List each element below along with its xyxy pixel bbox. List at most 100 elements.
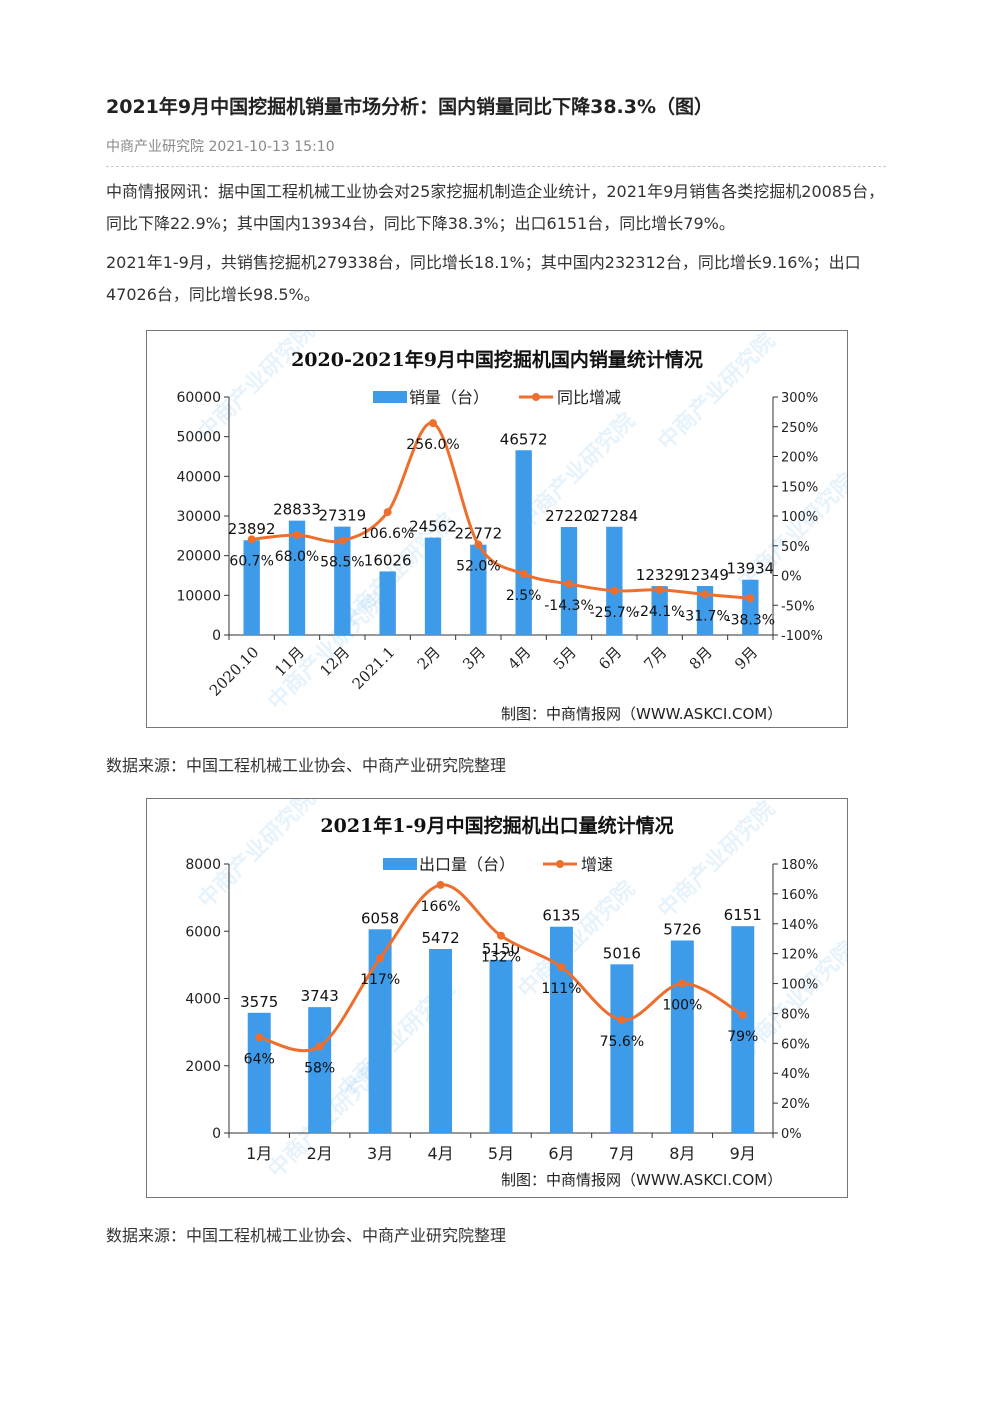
category-label: 7月 xyxy=(609,1144,635,1163)
bar-value-label: 3575 xyxy=(240,993,278,1011)
bar-value-label: 27220 xyxy=(545,507,593,525)
right-tick-label: 20% xyxy=(781,1097,810,1112)
bar xyxy=(424,537,442,635)
legend-bar-label: 销量（台） xyxy=(409,388,489,407)
line-value-label: 52.0% xyxy=(456,559,500,575)
line-value-label: 117% xyxy=(360,972,400,988)
export-chart-svg: 中商产业研究院中商产业研究院中商产业研究院中商产业研究院中商产业研究院中商产业研… xyxy=(185,799,847,1189)
line-point xyxy=(383,508,392,517)
right-tick-label: 100% xyxy=(781,510,818,525)
left-tick-label: 0 xyxy=(212,1126,221,1142)
right-tick-label: 180% xyxy=(781,858,818,873)
watermark-text: 中商产业研究院 xyxy=(263,588,390,715)
category-label: 7月 xyxy=(640,643,670,673)
legend-line-label: 增速 xyxy=(581,855,613,874)
bar xyxy=(606,526,623,635)
line-value-label: 132% xyxy=(481,950,521,966)
category-label: 2021.1 xyxy=(349,643,399,693)
paragraph-1: 中商情报网讯：据中国工程机械工业协会对25家挖掘机制造企业统计，2021年9月销… xyxy=(106,182,885,233)
left-tick-label: 20000 xyxy=(176,549,221,565)
category-label: 6月 xyxy=(548,1144,574,1163)
divider xyxy=(106,166,886,167)
right-tick-label: 120% xyxy=(781,948,818,963)
left-tick-label: 8000 xyxy=(185,857,221,873)
bar xyxy=(429,949,453,1133)
bar-value-label: 12349 xyxy=(681,566,729,584)
bar-value-label: 27284 xyxy=(590,507,638,525)
source-note-1: 数据来源：中国工程机械工业协会、中商产业研究院整理 xyxy=(106,756,507,775)
left-tick-label: 50000 xyxy=(176,430,221,446)
line-value-label: 79% xyxy=(727,1029,758,1045)
right-tick-label: 140% xyxy=(781,918,818,933)
line-value-label: -31.7% xyxy=(680,608,730,624)
chart-title: 2020-2021年9月中国挖掘机国内销量统计情况 xyxy=(291,348,703,371)
line-value-label: 60.7% xyxy=(229,553,273,569)
line-value-label: -25.7% xyxy=(590,605,640,621)
line-point xyxy=(255,1033,264,1042)
bar-value-label: 24562 xyxy=(409,518,457,536)
category-label: 1月 xyxy=(246,1144,272,1163)
bar-value-label: 6151 xyxy=(724,906,762,924)
source-note-2: 数据来源：中国工程机械工业协会、中商产业研究院整理 xyxy=(106,1226,507,1245)
bar-value-label: 6058 xyxy=(361,909,399,927)
bar-value-label: 3743 xyxy=(301,987,339,1005)
category-label: 4月 xyxy=(504,643,534,673)
line-value-label: -38.3% xyxy=(726,612,776,628)
bar-value-label: 22772 xyxy=(454,525,502,543)
line-point xyxy=(746,594,755,603)
bar xyxy=(670,940,694,1133)
line-value-label: 58.5% xyxy=(320,555,364,571)
left-tick-label: 10000 xyxy=(176,588,221,604)
category-label: 2月 xyxy=(414,643,444,673)
category-label: 5月 xyxy=(550,643,580,673)
right-tick-label: 0% xyxy=(781,1127,802,1142)
line-value-label: 106.6% xyxy=(361,526,414,542)
legend-bar-swatch xyxy=(373,391,407,403)
right-tick-label: 50% xyxy=(781,540,810,555)
bar xyxy=(742,579,759,635)
left-tick-label: 60000 xyxy=(176,390,221,406)
bar-value-label: 13934 xyxy=(726,560,774,578)
bar-value-label: 16026 xyxy=(364,551,412,569)
legend-line-marker xyxy=(532,393,540,401)
right-tick-label: 80% xyxy=(781,1007,810,1022)
bar xyxy=(515,450,532,635)
category-label: 9月 xyxy=(731,643,761,673)
bar-value-label: 6135 xyxy=(542,907,580,925)
right-tick-label: 60% xyxy=(781,1037,810,1052)
bar xyxy=(247,1012,271,1133)
right-tick-label: 250% xyxy=(781,421,818,436)
line-value-label: 100% xyxy=(662,998,702,1014)
line-point xyxy=(429,419,437,428)
legend-bar-swatch xyxy=(383,858,417,870)
left-tick-label: 6000 xyxy=(185,924,221,940)
export-chart: 中商产业研究院中商产业研究院中商产业研究院中商产业研究院中商产业研究院中商产业研… xyxy=(146,798,848,1198)
bar-value-label: 23892 xyxy=(228,520,276,538)
right-tick-label: 300% xyxy=(781,391,818,406)
left-tick-label: 2000 xyxy=(185,1059,221,1075)
line-value-label: 166% xyxy=(421,899,461,915)
right-tick-label: 200% xyxy=(781,451,818,466)
bar xyxy=(696,586,714,635)
line-point xyxy=(557,963,566,972)
bar-value-label: 46572 xyxy=(500,430,548,448)
bar xyxy=(379,571,396,635)
bar-value-label: 5016 xyxy=(603,944,641,962)
line-value-label: 256.0% xyxy=(406,437,459,453)
category-label: 2020.10 xyxy=(206,643,263,700)
category-label: 9月 xyxy=(730,1144,756,1163)
chart-footer: 制图：中商情报网（WWW.ASKCI.COM） xyxy=(501,705,782,723)
right-tick-label: 40% xyxy=(781,1067,810,1082)
line-point xyxy=(701,590,709,599)
paragraph-2: 2021年1-9月，共销售挖掘机279338台，同比增长18.1%；其中国内23… xyxy=(106,253,861,304)
line-point xyxy=(474,540,483,549)
left-tick-label: 4000 xyxy=(185,992,221,1008)
line-point xyxy=(293,531,301,540)
line-value-label: -14.3% xyxy=(544,598,594,614)
bar xyxy=(288,520,306,635)
bar xyxy=(308,1007,332,1133)
bar xyxy=(243,540,260,635)
article-title: 2021年9月中国挖掘机销量市场分析：国内销量同比下降38.3%（图） xyxy=(106,96,714,118)
line-value-label: -24.1% xyxy=(635,604,685,620)
bar-value-label: 12329 xyxy=(636,566,684,584)
